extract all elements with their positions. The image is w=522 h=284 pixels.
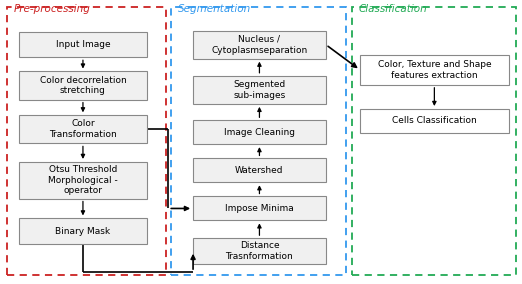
FancyBboxPatch shape <box>193 76 326 104</box>
Text: Image Cleaning: Image Cleaning <box>224 128 295 137</box>
FancyBboxPatch shape <box>193 197 326 220</box>
FancyBboxPatch shape <box>19 162 147 199</box>
Text: Classification: Classification <box>359 4 427 14</box>
Text: Binary Mask: Binary Mask <box>55 227 111 235</box>
FancyBboxPatch shape <box>19 72 147 100</box>
Text: Segmented
sub-images: Segmented sub-images <box>233 80 286 100</box>
FancyBboxPatch shape <box>360 109 508 133</box>
FancyBboxPatch shape <box>193 30 326 59</box>
Text: Color decorrelation
stretching: Color decorrelation stretching <box>40 76 126 95</box>
FancyBboxPatch shape <box>19 218 147 244</box>
FancyBboxPatch shape <box>19 32 147 57</box>
Text: Pre-processing: Pre-processing <box>14 4 91 14</box>
Text: Color
Transformation: Color Transformation <box>49 120 117 139</box>
Text: Distance
Trasnformation: Distance Trasnformation <box>226 241 293 261</box>
Text: Watershed: Watershed <box>235 166 283 175</box>
Text: Input Image: Input Image <box>56 40 110 49</box>
Text: Otsu Threshold
Morphological -
operator: Otsu Threshold Morphological - operator <box>48 165 118 195</box>
FancyBboxPatch shape <box>193 238 326 264</box>
Text: Cells Classification: Cells Classification <box>392 116 477 126</box>
Text: Impose Minima: Impose Minima <box>225 204 294 213</box>
FancyBboxPatch shape <box>193 158 326 182</box>
FancyBboxPatch shape <box>360 55 508 85</box>
FancyBboxPatch shape <box>19 115 147 143</box>
Text: Segmentation: Segmentation <box>177 4 251 14</box>
Text: Color, Texture and Shape
features extraction: Color, Texture and Shape features extrac… <box>377 60 491 80</box>
Text: Nucleus /
Cytoplasmseparation: Nucleus / Cytoplasmseparation <box>211 35 307 55</box>
FancyBboxPatch shape <box>193 120 326 144</box>
